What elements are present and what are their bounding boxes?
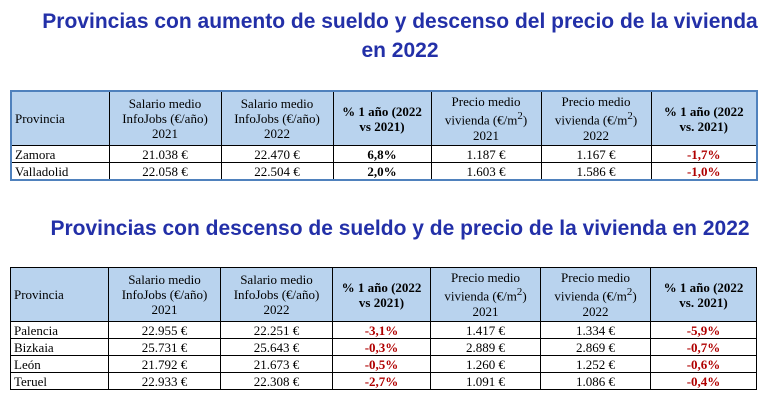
header-pct-precio: % 1 año (2022 vs. 2021): [650, 90, 758, 146]
cell-precio-2021: 1.260 €: [430, 355, 541, 373]
cell-precio-2022: 1.252 €: [540, 355, 651, 373]
cell-provincia: Valladolid: [10, 162, 110, 181]
cell-pct-salario: -2,7%: [332, 372, 431, 390]
cell-salario-2021: 22.933 €: [108, 372, 221, 390]
cell-salario-2021: 21.038 €: [108, 145, 222, 163]
cell-precio-2021: 1.603 €: [430, 162, 542, 181]
title-decrease-salary: Provincias con descenso de sueldo y de p…: [50, 217, 750, 240]
cell-pct-salario: -0,3%: [332, 338, 431, 356]
header-pct-precio: % 1 año (2022 vs. 2021): [650, 267, 757, 322]
cell-salario-2022: 22.308 €: [220, 372, 333, 390]
table-salary-increase: Provincia Salario medio InfoJobs (€/año) 2…: [10, 90, 758, 181]
header-salario-2022: Salario medio InfoJobs (€/año) 2022: [220, 90, 334, 146]
cell-salario-2021: 22.955 €: [108, 321, 221, 339]
cell-precio-2021: 1.187 €: [430, 145, 542, 163]
header-pct-salario: % 1 año (2022 vs 2021): [332, 90, 432, 146]
cell-precio-2022: 1.167 €: [540, 145, 652, 163]
header-salario-2021: Salario medio InfoJobs (€/año) 2021: [108, 267, 221, 322]
cell-precio-2022: 1.086 €: [540, 372, 651, 390]
header-provincia: Provincia: [10, 90, 110, 146]
cell-precio-2021: 1.417 €: [430, 321, 541, 339]
header-precio-2022: Precio medio vivienda (€/m2) 2022: [540, 90, 652, 146]
cell-pct-salario: -0,5%: [332, 355, 431, 373]
cell-provincia: Bizkaia: [10, 338, 109, 356]
header-pct-salario: % 1 año (2022 vs 2021): [332, 267, 431, 322]
header-provincia: Provincia: [10, 267, 109, 322]
cell-salario-2022: 22.470 €: [220, 145, 334, 163]
cell-salario-2022: 25.643 €: [220, 338, 333, 356]
title-increase-salary: Provincias con aumento de sueldo y desce…: [42, 10, 758, 62]
cell-pct-precio: -0,4%: [650, 372, 757, 390]
table-row: Teruel 22.933 € 22.308 € -2,7% 1.091 € 1…: [10, 372, 757, 390]
cell-salario-2021: 21.792 €: [108, 355, 221, 373]
cell-salario-2021: 22.058 €: [108, 162, 222, 181]
table-header-row: Provincia Salario medio InfoJobs (€/año) 2…: [10, 267, 757, 322]
cell-salario-2022: 21.673 €: [220, 355, 333, 373]
cell-precio-2022: 1.586 €: [540, 162, 652, 181]
cell-precio-2022: 2.869 €: [540, 338, 651, 356]
table-row: Valladolid 22.058 € 22.504 € 2,0% 1.603 …: [10, 162, 758, 181]
cell-salario-2022: 22.504 €: [220, 162, 334, 181]
cell-pct-precio: -1,7%: [650, 145, 758, 163]
header-salario-2021: Salario medio InfoJobs (€/año) 2021: [108, 90, 222, 146]
cell-provincia: Zamora: [10, 145, 110, 163]
header-precio-2022: Precio medio vivienda (€/m2) 2022: [540, 267, 651, 322]
cell-precio-2022: 1.334 €: [540, 321, 651, 339]
cell-precio-2021: 2.889 €: [430, 338, 541, 356]
cell-precio-2021: 1.091 €: [430, 372, 541, 390]
header-precio-2021: Precio medio vivienda (€/m2) 2021: [430, 90, 542, 146]
table-header-row: Provincia Salario medio InfoJobs (€/año) 2…: [10, 90, 758, 146]
table-salary-decrease: Provincia Salario medio InfoJobs (€/año) 2…: [10, 267, 757, 390]
cell-salario-2022: 22.251 €: [220, 321, 333, 339]
cell-salario-2021: 25.731 €: [108, 338, 221, 356]
cell-pct-precio: -0,6%: [650, 355, 757, 373]
cell-pct-salario: -3,1%: [332, 321, 431, 339]
header-salario-2022: Salario medio InfoJobs (€/año) 2022: [220, 267, 333, 322]
cell-provincia: León: [10, 355, 109, 373]
cell-pct-precio: -0,7%: [650, 338, 757, 356]
table-row: Bizkaia 25.731 € 25.643 € -0,3% 2.889 € …: [10, 338, 757, 356]
table-row: León 21.792 € 21.673 € -0,5% 1.260 € 1.2…: [10, 355, 757, 373]
cell-provincia: Teruel: [10, 372, 109, 390]
table-row: Palencia 22.955 € 22.251 € -3,1% 1.417 €…: [10, 321, 757, 339]
table-row: Zamora 21.038 € 22.470 € 6,8% 1.187 € 1.…: [10, 145, 758, 163]
header-precio-2021: Precio medio vivienda (€/m2) 2021: [430, 267, 541, 322]
cell-provincia: Palencia: [10, 321, 109, 339]
cell-pct-salario: 6,8%: [332, 145, 432, 163]
cell-pct-salario: 2,0%: [332, 162, 432, 181]
cell-pct-precio: -1,0%: [650, 162, 758, 181]
cell-pct-precio: -5,9%: [650, 321, 757, 339]
